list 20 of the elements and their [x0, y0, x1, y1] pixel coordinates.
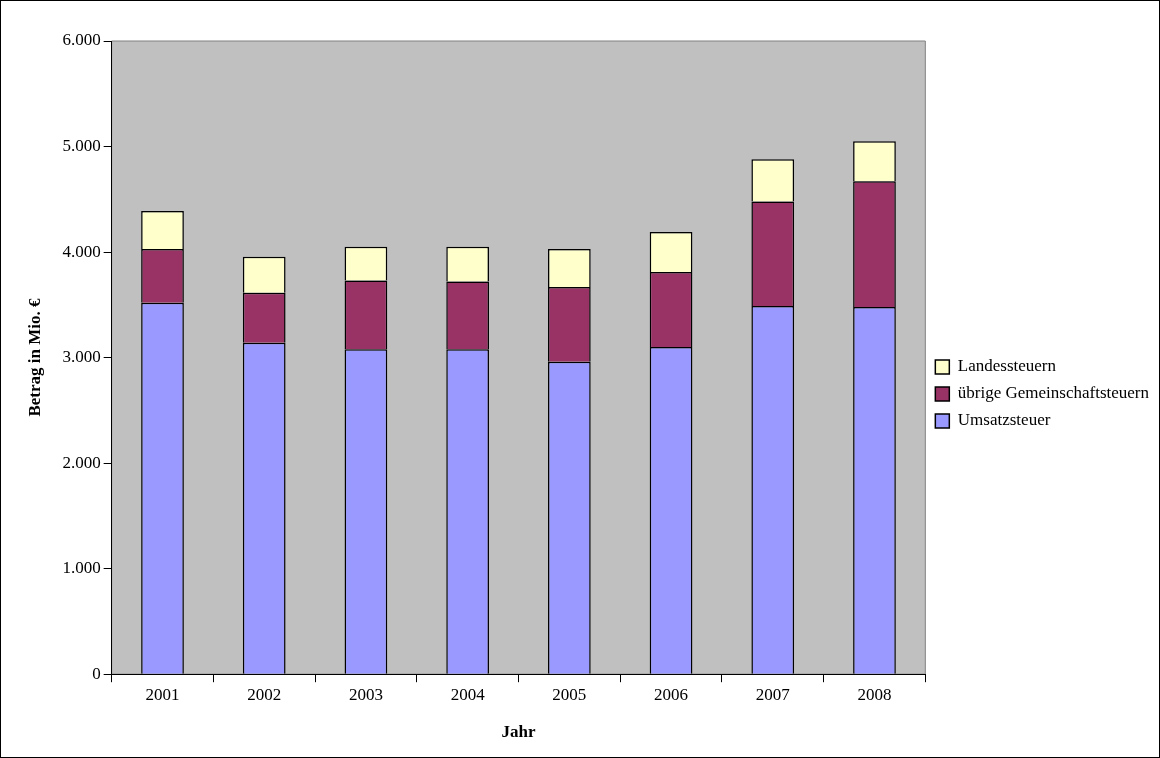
y-tick-label: 1.000 — [62, 558, 101, 578]
y-tick-label: 3.000 — [62, 347, 101, 367]
y-tick-label: 0 — [92, 663, 101, 683]
y-axis-title: Betrag in Mio. € — [24, 298, 44, 417]
x-tick-label: 2004 — [450, 684, 486, 704]
x-tick-label: 2002 — [247, 684, 282, 704]
y-tick-label: 4.000 — [62, 241, 101, 261]
legend-label: Landessteuern — [957, 356, 1057, 376]
x-tick-label: 2003 — [348, 684, 383, 704]
x-tick-label: 2008 — [857, 684, 892, 704]
y-tick-label: 2.000 — [62, 452, 101, 472]
y-tick-label: 6.000 — [62, 30, 101, 50]
legend-label: übrige Gemeinschaftsteuern — [957, 383, 1150, 403]
x-tick-label: 2005 — [552, 684, 587, 704]
x-tick-label: 2001 — [145, 684, 180, 704]
y-tick-label: 5.000 — [62, 136, 101, 155]
legend-label: Umsatzsteuer — [957, 410, 1051, 430]
x-tick-label: 2007 — [755, 684, 791, 704]
x-tick-label: 2006 — [654, 684, 689, 704]
x-axis-title: Jahr — [501, 722, 536, 742]
